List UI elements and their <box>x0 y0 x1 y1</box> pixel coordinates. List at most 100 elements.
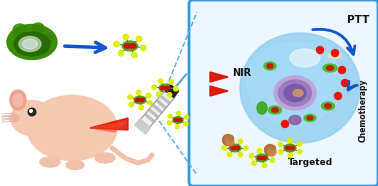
Circle shape <box>148 101 152 105</box>
Text: PTT: PTT <box>347 15 369 25</box>
Ellipse shape <box>284 144 296 152</box>
Circle shape <box>332 49 339 57</box>
Circle shape <box>262 163 266 168</box>
Ellipse shape <box>27 95 117 161</box>
Ellipse shape <box>234 146 240 150</box>
Ellipse shape <box>177 118 182 121</box>
Ellipse shape <box>135 98 141 102</box>
Circle shape <box>252 161 256 165</box>
Circle shape <box>28 108 36 116</box>
Ellipse shape <box>257 156 263 160</box>
Circle shape <box>278 142 283 147</box>
Ellipse shape <box>257 102 267 114</box>
Circle shape <box>339 67 345 73</box>
Text: NIR: NIR <box>232 68 251 78</box>
Ellipse shape <box>284 84 306 102</box>
Circle shape <box>244 146 248 150</box>
Circle shape <box>158 79 163 83</box>
Ellipse shape <box>226 138 234 146</box>
FancyBboxPatch shape <box>141 89 175 127</box>
Ellipse shape <box>14 32 50 56</box>
Ellipse shape <box>264 62 276 70</box>
Ellipse shape <box>304 115 316 121</box>
Circle shape <box>129 102 133 107</box>
FancyArrowPatch shape <box>348 81 357 90</box>
Ellipse shape <box>289 116 301 124</box>
Circle shape <box>238 139 243 144</box>
Circle shape <box>222 146 226 150</box>
FancyBboxPatch shape <box>166 85 178 97</box>
Polygon shape <box>152 104 163 113</box>
Ellipse shape <box>32 23 44 33</box>
Ellipse shape <box>139 98 145 102</box>
Circle shape <box>316 46 324 54</box>
Ellipse shape <box>322 102 335 110</box>
Ellipse shape <box>43 33 53 42</box>
Ellipse shape <box>231 146 235 150</box>
Ellipse shape <box>124 44 131 48</box>
Ellipse shape <box>160 86 166 90</box>
Circle shape <box>270 158 274 162</box>
Ellipse shape <box>40 157 60 167</box>
Circle shape <box>141 45 146 51</box>
Ellipse shape <box>229 144 241 152</box>
Circle shape <box>114 41 119 47</box>
Circle shape <box>177 111 181 116</box>
Ellipse shape <box>122 41 138 51</box>
Circle shape <box>297 142 302 146</box>
Polygon shape <box>210 86 228 96</box>
Ellipse shape <box>265 145 276 155</box>
Ellipse shape <box>129 44 136 48</box>
Ellipse shape <box>328 53 342 59</box>
Ellipse shape <box>325 104 331 108</box>
Circle shape <box>146 93 151 98</box>
Circle shape <box>184 115 189 119</box>
Ellipse shape <box>36 47 48 57</box>
Polygon shape <box>144 113 155 123</box>
Ellipse shape <box>13 24 27 36</box>
Ellipse shape <box>274 76 316 110</box>
Ellipse shape <box>293 89 303 97</box>
Circle shape <box>156 92 161 96</box>
Ellipse shape <box>240 33 360 143</box>
Circle shape <box>279 150 283 154</box>
Ellipse shape <box>95 153 115 163</box>
Ellipse shape <box>261 156 266 160</box>
Ellipse shape <box>247 42 343 124</box>
Circle shape <box>288 138 292 143</box>
Circle shape <box>288 153 293 158</box>
Ellipse shape <box>290 49 320 67</box>
Circle shape <box>136 90 141 95</box>
Ellipse shape <box>323 64 337 72</box>
Circle shape <box>174 86 178 91</box>
Circle shape <box>249 154 254 158</box>
Ellipse shape <box>173 117 183 123</box>
Circle shape <box>139 105 144 110</box>
Circle shape <box>175 125 179 129</box>
Ellipse shape <box>289 146 294 150</box>
Circle shape <box>282 121 288 127</box>
Circle shape <box>136 36 142 42</box>
Polygon shape <box>156 100 166 109</box>
Ellipse shape <box>16 45 28 55</box>
Circle shape <box>228 139 232 144</box>
Circle shape <box>335 92 341 100</box>
Circle shape <box>168 114 172 118</box>
Ellipse shape <box>267 64 273 68</box>
Polygon shape <box>90 122 125 132</box>
Circle shape <box>257 148 262 153</box>
Ellipse shape <box>228 135 234 140</box>
Ellipse shape <box>9 115 19 121</box>
Circle shape <box>297 149 302 154</box>
Polygon shape <box>210 72 228 82</box>
Circle shape <box>30 110 32 112</box>
Ellipse shape <box>268 148 276 156</box>
Ellipse shape <box>11 100 53 135</box>
Polygon shape <box>148 109 159 118</box>
Circle shape <box>169 80 174 84</box>
Ellipse shape <box>10 90 26 110</box>
Ellipse shape <box>7 25 57 60</box>
Text: Targeted: Targeted <box>287 158 333 167</box>
Ellipse shape <box>271 145 276 150</box>
Circle shape <box>341 79 349 86</box>
